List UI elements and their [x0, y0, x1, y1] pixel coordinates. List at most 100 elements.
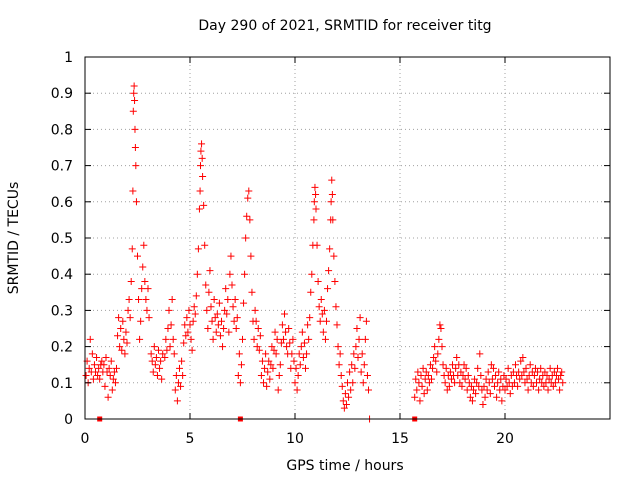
- data-point: [529, 382, 537, 390]
- data-point: [365, 386, 372, 394]
- data-point: [535, 386, 543, 394]
- data-point: [416, 397, 424, 405]
- data-point: [179, 372, 187, 380]
- data-point: [345, 393, 353, 401]
- data-point: [152, 353, 160, 361]
- data-point: [206, 267, 214, 275]
- data-point: [341, 390, 349, 398]
- data-point: [352, 343, 360, 351]
- data-point: [315, 303, 323, 311]
- data-point: [462, 364, 470, 372]
- data-point: [166, 343, 174, 351]
- data-point: [465, 379, 473, 387]
- data-point: [156, 364, 164, 372]
- data-point: [474, 364, 482, 372]
- data-point: [313, 241, 321, 249]
- data-point: [480, 382, 488, 390]
- data-point: [323, 317, 330, 325]
- data-point: [222, 285, 230, 293]
- data-point: [178, 357, 186, 365]
- data-point: [461, 375, 469, 383]
- data-point: [108, 386, 116, 394]
- data-point: [502, 375, 510, 383]
- data-point: [328, 191, 336, 199]
- data-point: [216, 332, 224, 340]
- data-point: [413, 386, 421, 394]
- y-axis-label: SRMTID / TECUs: [6, 182, 22, 295]
- data-point: [237, 361, 245, 369]
- data-point: [417, 372, 425, 380]
- data-point: [415, 379, 423, 387]
- data-point: [485, 379, 493, 387]
- data-point: [283, 343, 291, 351]
- data-point: [137, 317, 145, 325]
- data-point: [334, 343, 342, 351]
- data-point: [141, 277, 149, 285]
- data-point: [328, 176, 336, 184]
- data-point: [228, 281, 236, 289]
- data-point: [351, 364, 359, 372]
- data-point: [354, 353, 362, 361]
- data-point: [90, 361, 98, 369]
- data-point: [312, 205, 320, 213]
- data-point: [226, 270, 234, 278]
- data-point: [279, 335, 287, 343]
- data-point: [282, 328, 290, 336]
- y-tick-label: 0.5: [51, 231, 73, 247]
- data-point: [180, 339, 188, 347]
- data-point: [86, 335, 94, 343]
- data-point: [442, 364, 450, 372]
- data-point: [199, 172, 207, 180]
- data-point: [101, 382, 109, 390]
- x-axis-label: GPS time / hours: [286, 458, 403, 474]
- y-tick-label: 0: [64, 412, 73, 428]
- data-point: [294, 372, 302, 380]
- data-point: [411, 393, 419, 401]
- data-point: [534, 368, 542, 376]
- data-point: [491, 382, 498, 390]
- data-point: [242, 234, 250, 242]
- data-point: [495, 368, 503, 376]
- data-point: [114, 332, 122, 340]
- data-point: [320, 306, 328, 314]
- data-point: [304, 321, 312, 329]
- data-point: [470, 386, 477, 394]
- data-point: [521, 379, 529, 387]
- data-point: [172, 372, 180, 380]
- y-tick-label: 0.3: [51, 303, 73, 319]
- data-point: [522, 364, 530, 372]
- data-point: [546, 364, 554, 372]
- data-point: [281, 310, 288, 318]
- data-point: [265, 357, 273, 365]
- data-point: [271, 328, 279, 336]
- data-point: [432, 357, 440, 365]
- data-point: [145, 314, 153, 322]
- data-point: [360, 361, 368, 369]
- data-point: [436, 321, 444, 329]
- data-point: [272, 350, 280, 358]
- data-point: [273, 335, 281, 343]
- y-tick-label: 1: [64, 50, 73, 66]
- data-point: [151, 361, 159, 369]
- data-point: [158, 375, 166, 383]
- data-point: [419, 364, 427, 372]
- data-point: [149, 368, 157, 376]
- data-point: [288, 350, 296, 358]
- data-point: [132, 198, 140, 206]
- y-tick-label: 0.1: [51, 376, 73, 392]
- data-point: [308, 270, 316, 278]
- data-point: [456, 379, 464, 387]
- data-point: [163, 346, 171, 354]
- y-tick-label: 0.8: [51, 122, 73, 138]
- data-point: [418, 382, 426, 390]
- chart-title: Day 290 of 2021, SRMTID for receiver tit…: [198, 18, 491, 34]
- data-point: [356, 314, 364, 322]
- data-point: [355, 335, 363, 343]
- data-point: [245, 187, 253, 195]
- data-point: [236, 379, 244, 387]
- data-point: [506, 390, 514, 398]
- data-point: [264, 368, 272, 376]
- data-point: [326, 245, 334, 253]
- data-point: [289, 335, 297, 343]
